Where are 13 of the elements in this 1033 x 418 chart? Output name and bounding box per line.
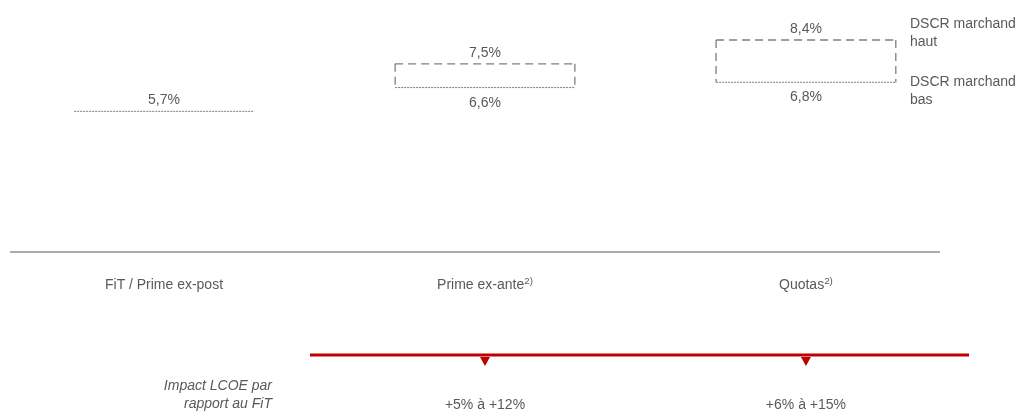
data-label: 6,8% bbox=[789, 88, 822, 105]
text: +6% à +15% bbox=[765, 396, 847, 412]
data-label: 5,7% bbox=[148, 91, 181, 108]
data-label: 7,5% bbox=[469, 43, 501, 60]
data-label: 6,6% bbox=[469, 93, 501, 110]
legend-label: DSCR marchand haut bbox=[910, 15, 1016, 49]
data-label: 8,4% bbox=[789, 20, 822, 36]
legend-label: DSCR marchand bas bbox=[910, 73, 1016, 108]
text: Impact LCOE par rapport au FiT bbox=[163, 377, 274, 411]
text: +5% à +12% bbox=[444, 396, 526, 412]
category-label: Quotas$^{2)}$ bbox=[779, 274, 833, 292]
category-label: Prime ex-ante$^{2)}$ bbox=[437, 274, 533, 292]
category-label: FiT / Prime ex-post bbox=[105, 276, 224, 292]
